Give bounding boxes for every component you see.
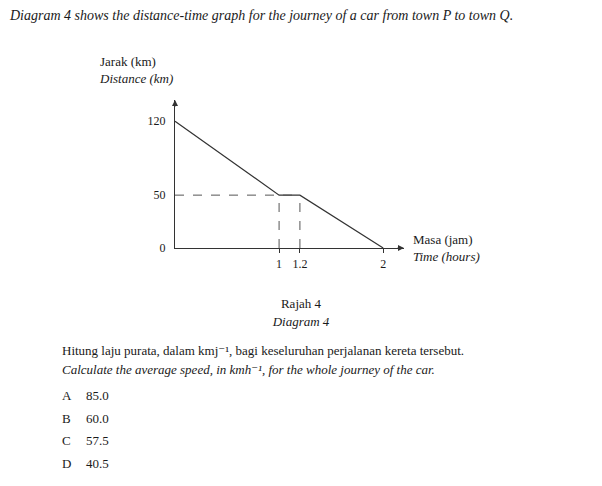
html-text:D: D — [62, 455, 72, 471]
html-text:A: A — [62, 388, 72, 403]
html-text:Hitung laju purata, dalam kmj⁻: Hitung laju purata, dalam kmj⁻¹, bagi ke… — [62, 343, 465, 358]
html-text:85.0: 85.0 — [86, 388, 109, 403]
html-text:57.5: 57.5 — [86, 433, 109, 448]
html-text:Rajah 4: Rajah 4 — [281, 296, 321, 311]
html-text:40.5: 40.5 — [86, 455, 109, 471]
html-text:Calculate the average speed, i: Calculate the average speed, in kmh⁻¹, f… — [62, 362, 435, 377]
html-text:60.0: 60.0 — [86, 410, 109, 426]
svg-text:2: 2 — [380, 257, 386, 270]
html-text:Diagram 4: Diagram 4 — [272, 314, 330, 329]
svg-text:Jarak (km)Distance (km): Jarak (km)Distance (km) — [99, 54, 173, 86]
html-text:Diagram 4 shows the distance-t: Diagram 4 shows the distance-time graph … — [10, 8, 514, 23]
html-text:C: C — [62, 433, 71, 448]
svg-text:120: 120 — [147, 114, 165, 128]
html-text:B: B — [62, 410, 71, 426]
svg-text:1: 1 — [276, 257, 282, 270]
svg-text:50: 50 — [153, 188, 165, 202]
svg-text:1.2: 1.2 — [292, 257, 307, 270]
svg-text:Masa (jam)Time (hours): Masa (jam)Time (hours) — [413, 232, 480, 264]
svg-text:0: 0 — [159, 241, 165, 255]
